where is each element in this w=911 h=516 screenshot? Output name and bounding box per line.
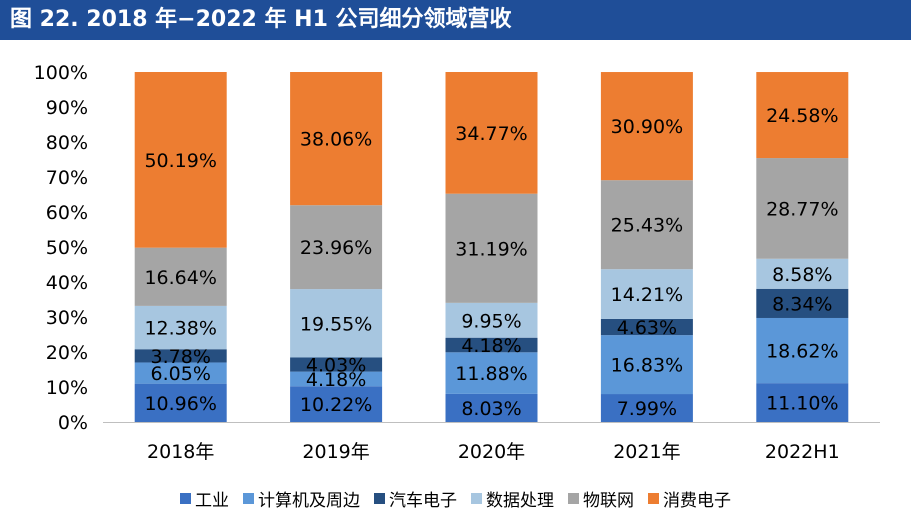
chart-title: 图 22. 2018 年−2022 年 H1 公司细分领域营收 (0, 0, 911, 40)
y-tick-label: 50% (46, 237, 88, 259)
bar-segment (290, 289, 383, 358)
bar-segment (756, 288, 849, 318)
x-tick-label: 2021年 (613, 441, 680, 463)
data-label: 4.03% (306, 355, 366, 377)
y-tick-label: 100% (34, 62, 88, 84)
data-label: 14.21% (611, 284, 683, 306)
data-label: 4.18% (306, 369, 366, 391)
bar-segment (134, 349, 227, 363)
legend-swatch (374, 492, 385, 504)
bar-segment (134, 362, 227, 384)
bar-segment (290, 72, 383, 206)
bar-segment (756, 158, 849, 259)
data-label: 25.43% (611, 215, 683, 237)
y-tick-label: 40% (46, 272, 88, 294)
bar-segment (600, 180, 693, 270)
bar-segment (600, 318, 693, 336)
y-tick-label: 60% (46, 202, 88, 224)
data-label: 34.77% (455, 123, 527, 145)
data-label: 11.88% (455, 363, 527, 385)
data-label: 31.19% (455, 238, 527, 260)
stacked-bar-chart: 0% 10% 20% 30% 40% 50% 60% 70% 80% 90% 100% 10.96% 6… (34, 62, 880, 463)
data-label: 24.58% (766, 105, 838, 127)
bar-segment (290, 205, 383, 290)
data-label: 30.90% (611, 116, 683, 138)
legend-swatch (243, 492, 254, 504)
bar-segment (600, 394, 693, 422)
legend-label: 消费电子 (663, 490, 731, 511)
legend-item: 物联网 (568, 486, 634, 511)
data-label: 18.62% (766, 341, 838, 363)
legend-swatch (568, 492, 579, 504)
bar-segment (445, 72, 538, 194)
data-label: 19.55% (300, 313, 372, 335)
bar-segment (445, 393, 538, 422)
bar-segment (134, 383, 227, 422)
data-label: 3.78% (151, 346, 211, 368)
x-tick-label: 2020年 (458, 441, 525, 463)
bar-segment (290, 371, 383, 387)
bar-segment (756, 317, 849, 384)
legend-item: 数据处理 (471, 486, 554, 511)
data-label: 16.64% (144, 267, 216, 289)
bar-segment (600, 269, 693, 319)
bar-segment (756, 258, 849, 289)
data-label: 9.95% (461, 310, 521, 332)
bar-segment (445, 193, 538, 303)
data-label: 10.22% (300, 394, 372, 416)
data-label: 4.63% (617, 317, 677, 339)
legend-item: 消费电子 (648, 486, 731, 511)
bar-segment (600, 335, 693, 395)
data-label: 7.99% (617, 398, 677, 420)
legend-label: 工业 (195, 490, 229, 511)
legend-label: 物联网 (583, 490, 634, 511)
bar-segment (134, 305, 227, 350)
bar-segment (134, 247, 227, 306)
data-label: 6.05% (151, 363, 211, 385)
y-tick-label: 10% (46, 377, 88, 399)
data-label: 50.19% (144, 150, 216, 172)
bar-segment (134, 72, 227, 248)
legend-label: 计算机及周边 (258, 490, 360, 511)
chart-legend: 工业 计算机及周边 汽车电子 数据处理 物联网 消费电子 (0, 484, 911, 512)
legend-swatch (648, 492, 659, 504)
data-label: 16.83% (611, 355, 683, 377)
data-label: 28.77% (766, 198, 838, 220)
y-tick-label: 20% (46, 342, 88, 364)
y-tick-label: 90% (46, 97, 88, 119)
data-label: 11.10% (766, 393, 838, 415)
legend-item: 汽车电子 (374, 486, 457, 511)
legend-item: 计算机及周边 (243, 486, 360, 511)
bar-segment (756, 72, 849, 159)
y-tick-label: 70% (46, 167, 88, 189)
legend-item: 工业 (180, 486, 229, 511)
y-tick-label: 80% (46, 132, 88, 154)
bar-segment (756, 383, 849, 422)
bar-segment (600, 72, 693, 181)
legend-label: 数据处理 (486, 490, 554, 511)
bar-segment (290, 386, 383, 422)
data-label: 4.18% (461, 335, 521, 357)
x-tick-label: 2018年 (147, 441, 214, 463)
bar-segment (445, 302, 538, 338)
x-tick-label: 2022H1 (765, 441, 840, 463)
data-label: 38.06% (300, 129, 372, 151)
x-tick-label: 2019年 (302, 441, 369, 463)
legend-label: 汽车电子 (389, 490, 457, 511)
legend-swatch (180, 492, 191, 504)
data-label: 10.96% (144, 393, 216, 415)
legend-swatch (471, 492, 482, 504)
data-label: 23.96% (300, 237, 372, 259)
data-label: 8.34% (772, 293, 832, 315)
y-tick-label: 30% (46, 307, 88, 329)
data-label: 12.38% (144, 318, 216, 340)
y-tick-label: 0% (58, 412, 88, 434)
bar-segment (445, 352, 538, 394)
bar-segment (445, 337, 538, 353)
data-label: 8.58% (772, 264, 832, 286)
data-label: 8.03% (461, 398, 521, 420)
bar-segment (290, 357, 383, 372)
